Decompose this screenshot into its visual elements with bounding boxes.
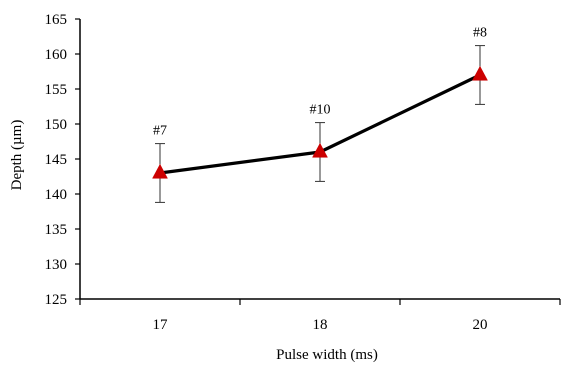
error-bars <box>155 45 485 203</box>
point-label: #7 <box>153 124 167 139</box>
y-tick-label: 140 <box>45 187 68 203</box>
point-labels: #7 #10 #8 <box>153 26 487 139</box>
data-markers <box>152 65 488 179</box>
y-tick-label: 125 <box>45 292 68 308</box>
y-tick-label: 160 <box>45 47 68 63</box>
x-axis-title: Pulse width (ms) <box>276 347 378 363</box>
data-point-marker <box>152 163 168 179</box>
data-point-marker <box>312 142 328 158</box>
x-axis: 17 18 20 <box>79 298 561 333</box>
data-point-marker <box>472 65 488 81</box>
y-axis-title: Depth (µm) <box>9 120 25 191</box>
point-label: #8 <box>473 26 487 41</box>
y-tick-label: 155 <box>45 82 68 98</box>
y-axis: 125 130 135 140 145 150 155 160 165 <box>45 12 81 308</box>
x-tick-label: 17 <box>153 317 169 333</box>
x-tick-label: 18 <box>313 317 328 333</box>
y-tick-label: 145 <box>45 152 68 168</box>
y-tick-label: 130 <box>45 257 68 273</box>
point-label: #10 <box>310 103 331 118</box>
x-tick-label: 20 <box>473 317 488 333</box>
y-tick-label: 165 <box>45 12 68 28</box>
y-tick-label: 150 <box>45 117 68 133</box>
y-tick-label: 135 <box>45 222 68 238</box>
